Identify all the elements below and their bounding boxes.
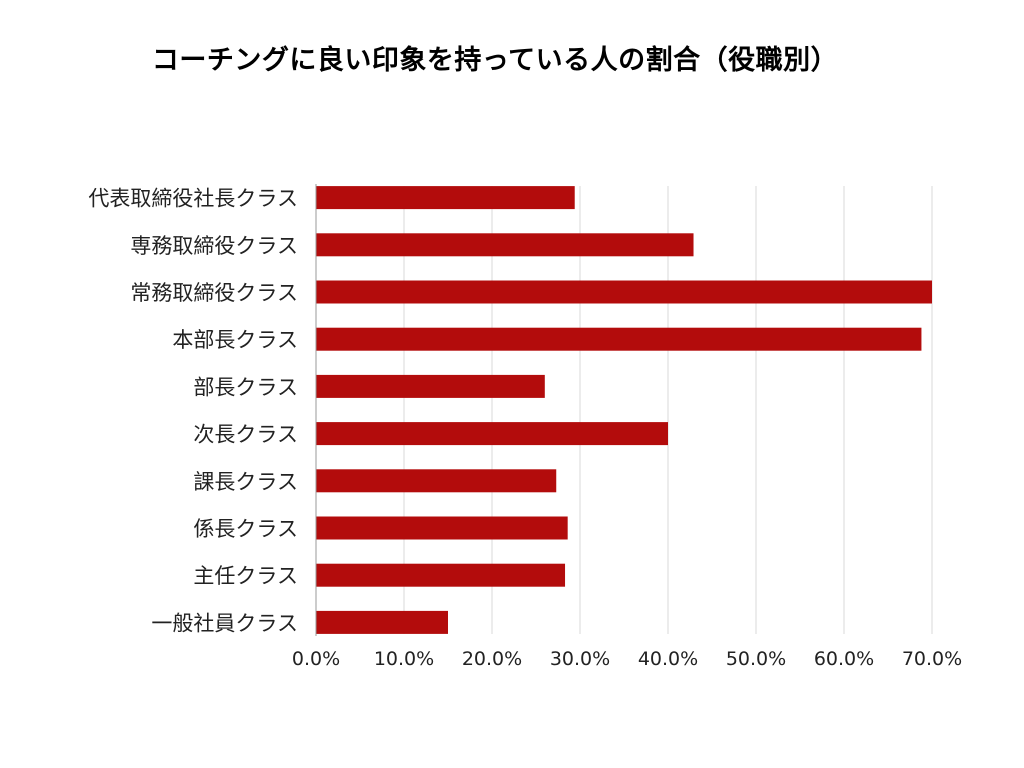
chart-title: コーチングに良い印象を持っている人の割合（役職別） — [151, 45, 839, 76]
bar — [316, 563, 566, 587]
x-tick-label: 70.0% — [902, 648, 962, 670]
x-tick-label: 0.0% — [292, 648, 340, 670]
x-tick-label: 40.0% — [638, 648, 698, 670]
bar — [316, 469, 557, 493]
bar — [316, 374, 545, 398]
x-tick-label: 20.0% — [462, 648, 522, 670]
category-label: 係長クラス — [193, 517, 298, 541]
bar — [316, 233, 694, 257]
x-tick-label: 50.0% — [726, 648, 786, 670]
category-labels: 代表取締役社長クラス専務取締役クラス常務取締役クラス本部長クラス部長クラス次長ク… — [88, 187, 298, 636]
bar — [316, 516, 568, 540]
category-label: 代表取締役社長クラス — [88, 187, 298, 211]
gridlines — [403, 186, 933, 634]
category-label: 次長クラス — [193, 423, 298, 447]
category-label: 主任クラス — [193, 564, 298, 588]
x-tick-label: 10.0% — [374, 648, 434, 670]
category-label: 常務取締役クラス — [130, 281, 298, 305]
category-label: 部長クラス — [193, 375, 298, 399]
tick-labels: 0.0% 10.0% 20.0% 30.0% 40.0% 50.0% 60.0% 70.0% — [292, 648, 962, 670]
category-label: 一般社員クラス — [151, 611, 298, 635]
category-label: 本部長クラス — [172, 328, 298, 352]
bar — [316, 280, 932, 304]
x-tick-label: 30.0% — [550, 648, 610, 670]
bars — [316, 186, 932, 634]
bar — [316, 422, 668, 446]
category-label: 専務取締役クラス — [130, 234, 298, 258]
x-tick-label: 60.0% — [814, 648, 874, 670]
category-label: 課長クラス — [193, 470, 298, 494]
bar — [316, 327, 922, 351]
bar — [316, 186, 575, 210]
bar — [316, 610, 448, 634]
